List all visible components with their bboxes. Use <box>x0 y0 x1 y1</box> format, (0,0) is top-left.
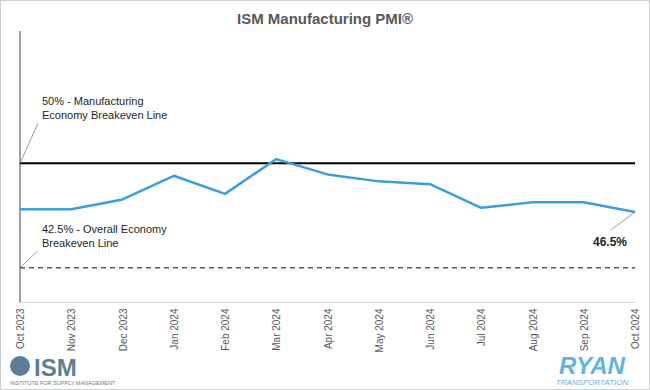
series <box>20 159 635 212</box>
x-tick-label: Dec 2023 <box>118 308 129 351</box>
x-tick-label: Sep 2024 <box>579 308 590 351</box>
x-tick-label: Oct 2024 <box>630 308 641 349</box>
x-tick-label: Apr 2024 <box>323 308 334 349</box>
x-tick-label: Jul 2024 <box>476 308 487 346</box>
reference-line <box>20 162 635 164</box>
x-tick-label: Nov 2023 <box>66 308 77 351</box>
logo-mark <box>10 356 30 376</box>
x-tick-label: Jan 2024 <box>169 308 180 350</box>
title: ISM Manufacturing PMI® <box>237 10 413 27</box>
y-axis <box>20 31 21 303</box>
data-label: 46.5% <box>593 235 627 249</box>
x-tick-label: Feb 2024 <box>220 308 231 351</box>
chart: ISM Manufacturing PMI® Oct 2023 Nov 2023 De… <box>0 0 650 390</box>
x-tick-label: Aug 2024 <box>528 308 539 351</box>
x-axis <box>20 302 635 303</box>
logo-text: RYAN <box>559 352 625 379</box>
logo-subtext: INSTITUTE FOR SUPPLY MANAGEMENT <box>10 380 116 386</box>
reference-lines <box>20 163 635 267</box>
reference-line <box>20 267 635 269</box>
leader-line <box>20 123 38 163</box>
x-tick-label: Jun 2024 <box>425 308 436 350</box>
x-tick-label: Oct 2023 <box>15 308 26 349</box>
x-tick-label: Mar 2024 <box>271 308 282 351</box>
x-tick-label: May 2024 <box>374 308 385 352</box>
pmi-line <box>20 159 635 212</box>
frame <box>1 1 650 390</box>
reference-label: 42.5% - Overall EconomyBreakeven Line <box>42 223 167 249</box>
leader-line <box>20 251 38 268</box>
reference-label: 50% - ManufacturingEconomy Breakeven Lin… <box>42 95 167 121</box>
logo-subtext: TRANSPORTATION <box>556 378 629 387</box>
leader-line <box>611 212 635 230</box>
logo-text: ISM <box>34 354 77 381</box>
